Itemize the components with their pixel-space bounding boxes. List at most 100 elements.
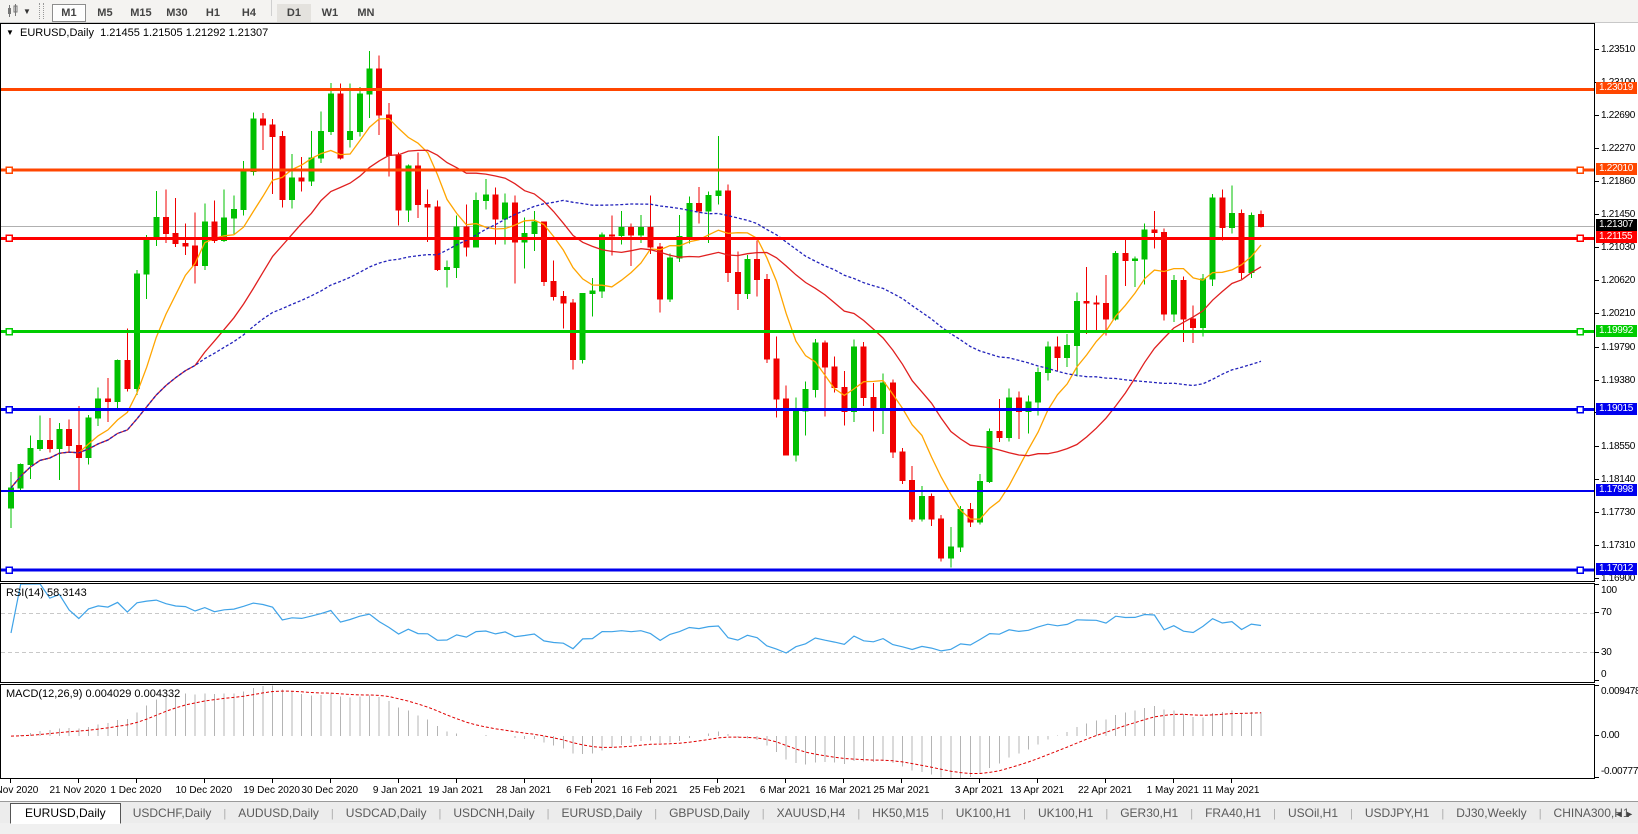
hline-price-label[interactable]: 1.23019 <box>1596 82 1637 95</box>
date-label: 6 Mar 2021 <box>759 785 811 796</box>
chart-tab-usoil-h1[interactable]: USOil,H1 <box>1287 806 1338 820</box>
rsi-axis: 100 70 30 0 <box>1595 583 1638 683</box>
toolbar-separator <box>270 0 272 16</box>
price-tick-label: 1.17310 <box>1601 540 1636 552</box>
timeframe-button-m1[interactable]: M1 <box>51 4 86 22</box>
current-price-label: 1.21307 <box>1596 219 1637 232</box>
price-tick <box>1595 313 1599 315</box>
chart-type-dropdown-caret-icon[interactable]: ▼ <box>23 6 31 16</box>
chart-tab-uk100-h1[interactable]: UK100,H1 <box>1037 806 1094 820</box>
timeframe-button-m30[interactable]: M30 <box>166 7 188 19</box>
price-tick <box>1595 49 1599 50</box>
price-tick <box>1595 213 1599 215</box>
tab-separator: | <box>1105 808 1109 820</box>
date-label: 19 Dec 2020 <box>243 785 300 796</box>
hline-price-label[interactable]: 1.17998 <box>1596 484 1637 497</box>
chart-title: ▼ EURUSD,Daily 1.21455 1.21505 1.21292 1… <box>6 27 268 39</box>
timeframe-button-m5[interactable]: M5 <box>97 7 113 19</box>
date-label: 19 Jan 2021 <box>428 785 484 796</box>
price-tick <box>1595 379 1599 381</box>
rsi-tick-label: 0 <box>1601 669 1607 680</box>
rsi-tick-label: 30 <box>1601 646 1612 658</box>
timeframe-button-mn[interactable]: MN <box>357 7 375 19</box>
macd-canvas[interactable] <box>1 685 1594 778</box>
date-label: 25 Mar 2021 <box>873 785 930 796</box>
timeframe-button-w1[interactable]: W1 <box>321 7 339 19</box>
chart-tab-hk50-m15[interactable]: HK50,M15 <box>872 806 929 820</box>
chart-tab-china300-h1[interactable]: CHINA300,H1 <box>1553 806 1630 820</box>
symbol-dropdown-caret-icon[interactable]: ▼ <box>6 28 14 37</box>
chart-tab-fra40-h1[interactable]: FRA40,H1 <box>1205 806 1262 820</box>
date-label: 3 Apr 2021 <box>954 785 1004 796</box>
rsi-tick <box>1595 584 1599 585</box>
price-tick <box>1595 578 1599 579</box>
date-tick <box>649 779 651 783</box>
date-label: 12 Nov 2020 <box>0 785 39 796</box>
macd-axis: 0.009478 0.00 -0.007778 <box>1595 684 1638 779</box>
chart-tab-usdchf-daily[interactable]: USDCHF,Daily <box>132 806 212 820</box>
hline-price-label[interactable]: 1.19015 <box>1596 402 1637 415</box>
price-tick-label: 1.22270 <box>1601 143 1636 155</box>
chart-tab-usdcad-daily[interactable]: USDCAD,Daily <box>345 806 427 820</box>
price-tick-label: 1.18140 <box>1601 473 1636 485</box>
timeframe-buttons: M1 M5 M15 M30 H1 H4 D1 W1 MN <box>51 0 384 22</box>
chart-tab-uk100-h1[interactable]: UK100,H1 <box>955 806 1012 820</box>
date-label: 11 May 2021 <box>1202 785 1260 796</box>
tabs-scroll-left-icon[interactable]: ◄ <box>1614 809 1626 819</box>
rsi-canvas[interactable] <box>1 584 1594 682</box>
tab-separator: | <box>330 808 334 820</box>
timeframe-button-h4[interactable]: H4 <box>241 7 256 19</box>
tab-separator: | <box>654 808 658 820</box>
chart-ohlc-values: 1.21455 1.21505 1.21292 1.21307 <box>100 27 269 39</box>
date-tick <box>77 779 79 783</box>
chart-tab-eurusd-daily[interactable]: EURUSD,Daily <box>10 803 121 824</box>
macd-tick <box>1595 777 1599 778</box>
rsi-tick-label: 100 <box>1601 585 1617 596</box>
rsi-tick-label: 70 <box>1601 607 1612 619</box>
chart-tab-ger30-h1[interactable]: GER30,H1 <box>1120 806 1179 820</box>
hline-price-label[interactable]: 1.17012 <box>1596 563 1637 576</box>
price-tick <box>1595 247 1599 249</box>
chart-type-icon[interactable] <box>4 3 22 19</box>
date-tick <box>329 779 331 783</box>
chart-tab-xauusd-h4[interactable]: XAUUSD,H4 <box>776 806 846 820</box>
date-tick <box>397 779 399 783</box>
chart-tab-usdcnh-daily[interactable]: USDCNH,Daily <box>453 806 535 820</box>
price-tick <box>1595 114 1599 116</box>
date-tick <box>203 779 205 783</box>
date-tick <box>901 779 903 783</box>
timeframe-button-d1[interactable]: D1 <box>276 4 311 22</box>
chart-tab-eurusd-daily[interactable]: EURUSD,Daily <box>561 806 643 820</box>
price-chart-canvas[interactable] <box>1 24 1594 581</box>
main-chart-panel[interactable]: ▼ EURUSD,Daily 1.21455 1.21505 1.21292 1… <box>0 23 1595 582</box>
hline-price-label[interactable]: 1.21155 <box>1596 231 1637 244</box>
date-label: 28 Jan 2021 <box>496 785 552 796</box>
chart-tab-gbpusd-daily[interactable]: GBPUSD,Daily <box>669 806 750 820</box>
chart-tab-usdjpy-h1[interactable]: USDJPY,H1 <box>1364 806 1430 820</box>
tabs-scroll-right-icon[interactable]: ► <box>1625 809 1636 819</box>
date-label: 22 Apr 2021 <box>1078 785 1132 796</box>
date-tick <box>979 779 980 783</box>
chart-tab-dj30-weekly[interactable]: DJ30,Weekly <box>1456 806 1527 820</box>
price-tick-label: 1.16900 <box>1601 573 1636 582</box>
tabs-scroll-arrows: ◄► <box>1614 809 1636 819</box>
price-tick <box>1595 511 1599 513</box>
chart-tab-audusd-daily[interactable]: AUDUSD,Daily <box>238 806 319 820</box>
hline-price-label[interactable]: 1.19992 <box>1596 324 1637 337</box>
date-tick <box>1172 779 1174 783</box>
hline-price-label[interactable]: 1.22010 <box>1596 163 1637 176</box>
timeframe-button-m15[interactable]: M15 <box>130 7 152 19</box>
macd-tick <box>1595 685 1599 686</box>
date-label: 16 Feb 2021 <box>621 785 678 796</box>
date-label: 13 Apr 2021 <box>1010 785 1065 796</box>
tab-separator: | <box>1538 808 1542 820</box>
chart-tabs-bar: EURUSD,Daily USDCHF,Daily | AUDUSD,Daily | US… <box>0 801 1638 824</box>
date-label: 6 Feb 2021 <box>566 785 617 796</box>
rsi-panel[interactable]: RSI(14) 58.3143 <box>0 583 1595 683</box>
macd-label: MACD(12,26,9) 0.004029 0.004332 <box>6 688 181 700</box>
macd-panel[interactable]: MACD(12,26,9) 0.004029 0.004332 <box>0 684 1595 779</box>
tab-separator: | <box>1023 808 1026 820</box>
toolbar-grip[interactable] <box>38 3 44 19</box>
timeframe-button-h1[interactable]: H1 <box>205 7 220 19</box>
date-tick <box>135 779 137 783</box>
